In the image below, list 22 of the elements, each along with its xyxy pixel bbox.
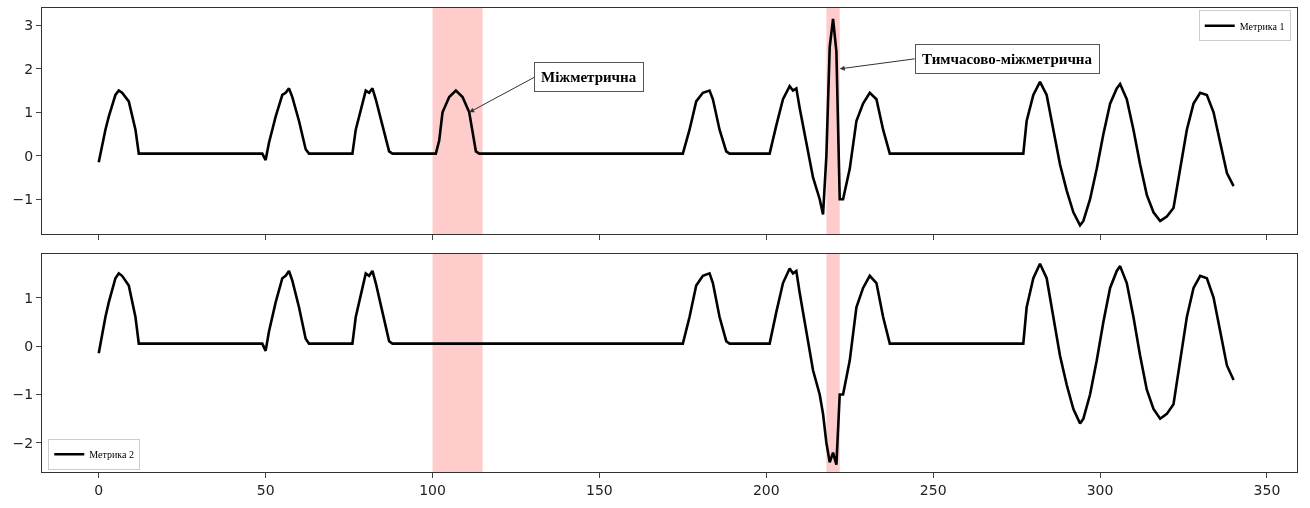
x-tick-label: 300 bbox=[1086, 481, 1114, 498]
x-tick-label: 350 bbox=[1253, 481, 1281, 498]
x-tick-label: 0 bbox=[94, 481, 104, 498]
y-tick-label: 2 bbox=[24, 60, 34, 77]
legend-label: Метрика 2 bbox=[89, 449, 134, 461]
annotation: Тимчасово-міжметрична bbox=[922, 51, 1093, 67]
line-series bbox=[97, 17, 1235, 227]
y-tick-label: 0 bbox=[24, 337, 34, 354]
y-tick-label: −1 bbox=[12, 191, 34, 208]
y-tick-label: 1 bbox=[24, 289, 34, 306]
legend-label: Метрика 1 bbox=[1239, 20, 1285, 32]
annotation: Міжметрична bbox=[541, 69, 637, 85]
y-tick-label: 0 bbox=[24, 147, 34, 164]
x-tick-label: 250 bbox=[919, 481, 947, 498]
y-tick-label: −2 bbox=[12, 434, 34, 451]
y-tick-label: −1 bbox=[12, 386, 34, 403]
x-tick-label: 200 bbox=[752, 481, 780, 498]
x-tick-label: 50 bbox=[256, 481, 275, 498]
y-tick-label: 1 bbox=[24, 104, 34, 121]
x-tick-label: 100 bbox=[419, 481, 446, 498]
y-tick-label: 3 bbox=[24, 17, 34, 34]
x-tick-label: 150 bbox=[586, 481, 613, 498]
